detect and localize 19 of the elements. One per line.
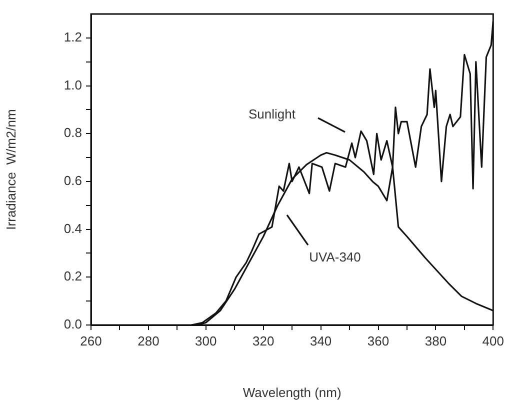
x-axis-title: Wavelength (nm) — [242, 384, 342, 400]
y-tick-label: 0.8 — [64, 125, 82, 140]
y-tick-label: 0.4 — [64, 220, 82, 236]
x-tick-label: 280 — [138, 333, 160, 348]
annotation: UVA-340 — [309, 250, 361, 265]
x-tick-label: 340 — [310, 333, 332, 348]
x-tick-label: 300 — [195, 333, 217, 348]
y-axis-title: Irradiance W/m2/nm — [3, 109, 18, 230]
y-tick-label: 1.2 — [64, 30, 82, 44]
x-tick-label: 360 — [367, 333, 390, 348]
x-tick-label: 320 — [252, 333, 274, 348]
y-tick-label: 0.6 — [64, 173, 82, 188]
annotation: Sunlight — [248, 106, 296, 122]
y-tick-label: 0.0 — [64, 316, 82, 332]
x-tick-label: 400 — [482, 333, 504, 348]
y-tick-label: 0.2 — [64, 268, 82, 284]
x-tick-label: 260 — [80, 333, 102, 348]
x-tick-label: 380 — [424, 333, 447, 348]
y-tick-label: 1.0 — [64, 77, 82, 92]
